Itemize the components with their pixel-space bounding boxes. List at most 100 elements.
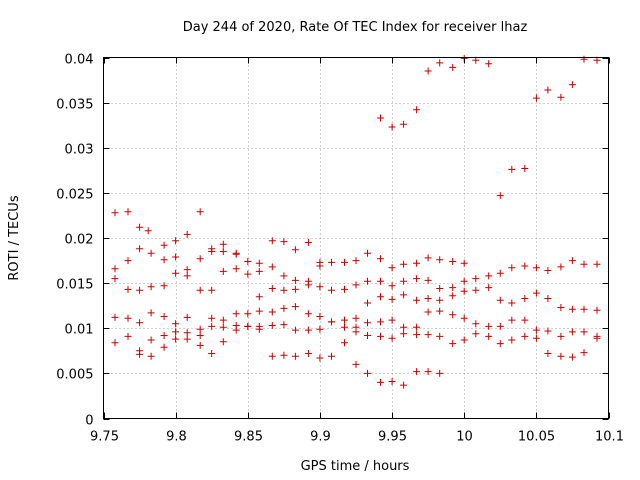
data-point [388, 282, 396, 290]
data-point [219, 323, 227, 331]
data-point [424, 67, 432, 75]
data-point [400, 260, 408, 268]
data-point [341, 285, 348, 293]
data-point [183, 329, 191, 337]
data-point [208, 286, 216, 294]
data-point [580, 305, 588, 313]
data-point [496, 269, 504, 277]
data-point [183, 272, 191, 280]
data-point [280, 286, 288, 294]
data-point [280, 272, 288, 280]
data-point [460, 287, 468, 295]
data-point [508, 336, 516, 344]
data-point [532, 289, 540, 297]
data-point [508, 316, 516, 324]
data-point [255, 267, 263, 275]
data-point [196, 341, 204, 349]
data-point [472, 286, 480, 294]
data-point [124, 257, 132, 265]
y-tick-label: 0.015 [56, 278, 93, 293]
data-point [364, 319, 371, 327]
data-point [436, 369, 444, 377]
data-point [377, 378, 384, 386]
data-point [521, 295, 529, 302]
data-point [328, 318, 335, 326]
data-point [532, 334, 540, 342]
data-point [219, 338, 227, 346]
data-point [136, 223, 144, 231]
data-point [172, 320, 180, 328]
data-point [196, 325, 204, 333]
data-point [436, 332, 444, 340]
data-point [521, 316, 529, 324]
data-point [424, 295, 432, 302]
data-point [377, 318, 384, 326]
y-tick-label: 0.025 [56, 188, 93, 203]
data-point [208, 248, 216, 255]
data-point [508, 264, 516, 272]
data-point [124, 208, 132, 216]
data-point [304, 326, 312, 334]
data-point [508, 165, 516, 173]
data-point [364, 332, 371, 339]
data-point [219, 316, 227, 324]
data-point [183, 335, 191, 343]
data-point [568, 353, 576, 361]
data-point [496, 340, 504, 348]
data-point [255, 307, 263, 315]
data-point [280, 304, 288, 312]
data-point [280, 238, 288, 246]
data-point [328, 258, 335, 266]
data-point [147, 309, 155, 317]
data-point [472, 330, 480, 338]
data-point [485, 322, 493, 330]
data-point [341, 339, 348, 347]
data-point [147, 283, 155, 291]
data-point [341, 258, 348, 266]
data-point [160, 282, 168, 290]
data-point [364, 277, 371, 285]
data-point [413, 259, 421, 267]
data-point [472, 320, 480, 328]
data-point [352, 328, 360, 336]
y-axis-label: ROTI / TECUs [7, 195, 22, 280]
data-point [400, 330, 408, 338]
x-tick-label: 10.05 [518, 430, 555, 445]
data-point [449, 258, 457, 265]
data-point [557, 263, 565, 271]
data-point [413, 331, 421, 339]
y-tick-label: 0 [85, 414, 93, 429]
data-point [160, 256, 168, 264]
data-point [377, 255, 384, 263]
data-point [593, 332, 601, 340]
data-point [485, 272, 493, 280]
data-point [144, 227, 152, 235]
data-point [521, 262, 529, 270]
data-point [521, 332, 529, 340]
data-point [377, 293, 384, 301]
data-point [557, 332, 565, 340]
data-point [557, 304, 565, 311]
data-point [136, 319, 144, 327]
data-point [521, 165, 529, 172]
data-point [136, 286, 144, 294]
data-point [532, 326, 540, 334]
data-point [196, 332, 204, 339]
data-point [568, 81, 576, 89]
data-point [532, 94, 540, 102]
data-point [544, 267, 552, 274]
x-tick-label: 10.1 [595, 430, 624, 445]
data-point [316, 283, 324, 291]
y-tick-labels: 0 0.005 0.01 0.015 0.02 0.025 0.03 0.035 0.04 [56, 53, 93, 429]
data-point [341, 323, 348, 331]
data-point [219, 248, 227, 255]
x-tick-label: 9.75 [90, 430, 119, 445]
data-point [557, 93, 565, 101]
data-point [291, 303, 299, 311]
data-point [208, 314, 216, 322]
data-point [472, 275, 480, 283]
data-point [496, 322, 504, 330]
data-point [436, 296, 444, 304]
data-point [160, 241, 168, 249]
y-tick-label: 0.02 [65, 233, 94, 248]
